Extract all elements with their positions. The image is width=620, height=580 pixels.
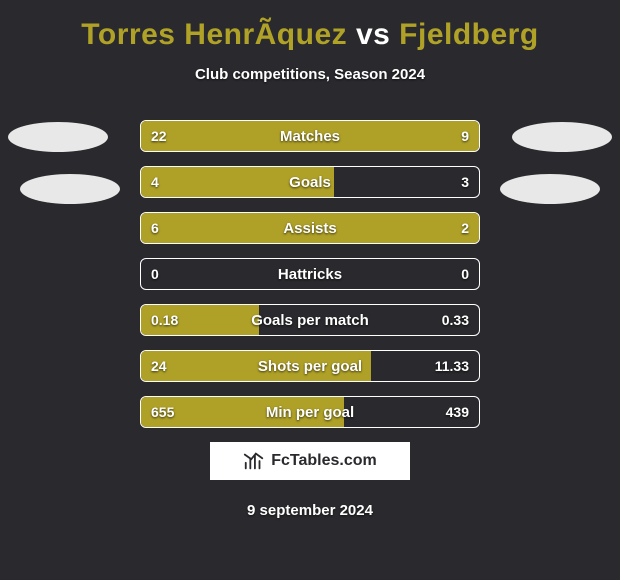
stat-metric-label: Shots per goal	[141, 351, 479, 381]
subtitle: Club competitions, Season 2024	[0, 66, 620, 83]
stat-value-right: 0	[461, 259, 469, 289]
comparison-chart: 22Matches9 4Goals3 6Assists2 0Hattricks0 0.1…	[140, 120, 480, 442]
stat-value-right: 439	[446, 397, 469, 427]
avatar-player2-top	[512, 122, 612, 152]
chart-icon	[243, 450, 265, 472]
stat-value-right: 9	[461, 121, 469, 151]
date-label: 9 september 2024	[0, 502, 620, 519]
stat-row: 24Shots per goal11.33	[140, 350, 480, 382]
stat-metric-label: Matches	[141, 121, 479, 151]
stat-metric-label: Hattricks	[141, 259, 479, 289]
stat-value-right: 2	[461, 213, 469, 243]
stat-metric-label: Assists	[141, 213, 479, 243]
stat-metric-label: Min per goal	[141, 397, 479, 427]
title-player1: Torres HenrÃ­quez	[81, 18, 347, 51]
title-player2: Fjeldberg	[399, 18, 539, 51]
stat-value-right: 3	[461, 167, 469, 197]
avatar-player1-top	[8, 122, 108, 152]
stat-metric-label: Goals per match	[141, 305, 479, 335]
title-vs: vs	[347, 18, 399, 51]
stat-row: 22Matches9	[140, 120, 480, 152]
stat-row: 0Hattricks0	[140, 258, 480, 290]
stat-value-right: 11.33	[435, 351, 469, 381]
stat-metric-label: Goals	[141, 167, 479, 197]
avatar-player1-bottom	[20, 174, 120, 204]
stat-row: 655Min per goal439	[140, 396, 480, 428]
avatar-player2-bottom	[500, 174, 600, 204]
stat-value-right: 0.33	[442, 305, 469, 335]
fctables-label: FcTables.com	[271, 452, 377, 470]
stat-row: 6Assists2	[140, 212, 480, 244]
stat-row: 0.18Goals per match0.33	[140, 304, 480, 336]
stat-row: 4Goals3	[140, 166, 480, 198]
fctables-brand: FcTables.com	[210, 442, 410, 480]
page-title: Torres HenrÃ­quez vs Fjeldberg	[0, 0, 620, 52]
